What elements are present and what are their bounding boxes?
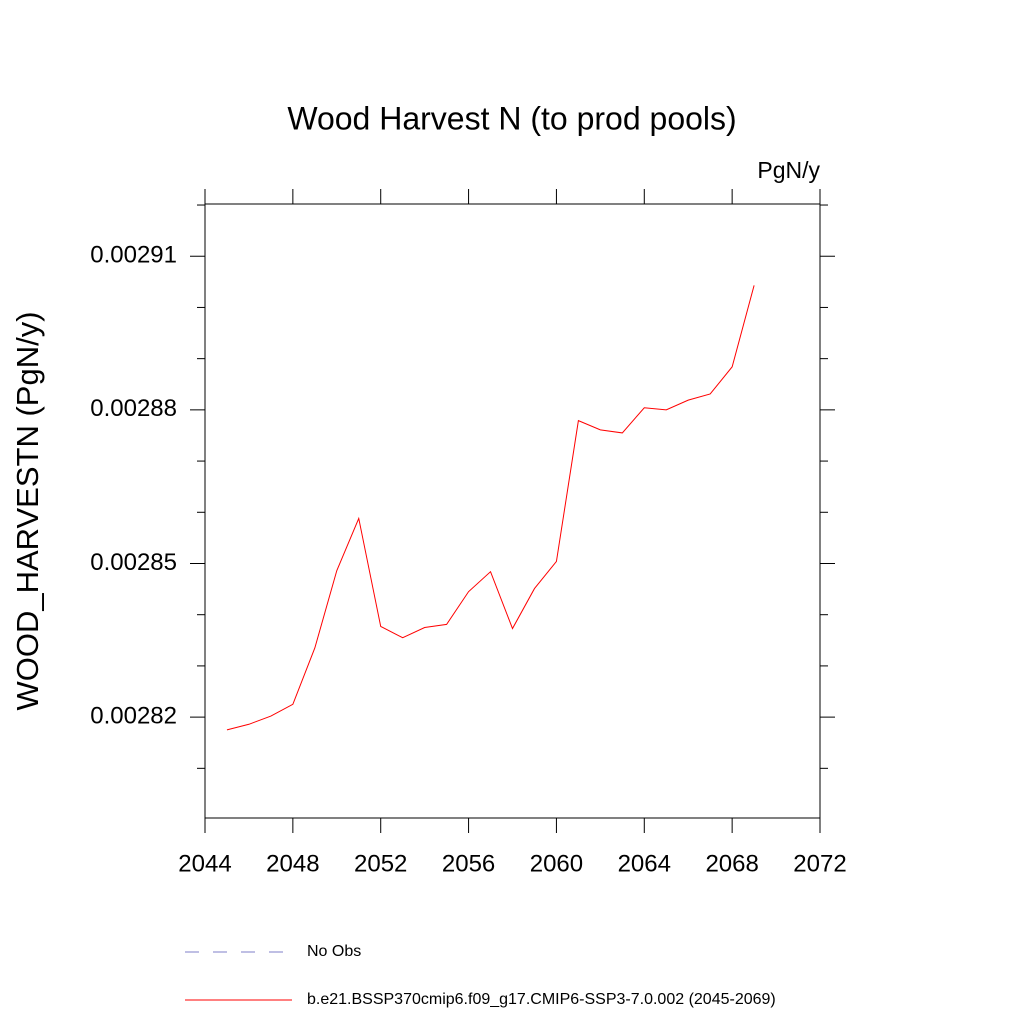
chart-title: Wood Harvest N (to prod pools) bbox=[287, 100, 736, 136]
x-tick-label: 2044 bbox=[178, 850, 231, 877]
y-tick-label: 0.00285 bbox=[90, 549, 177, 576]
legend-label: No Obs bbox=[307, 943, 361, 960]
x-tick-label: 2048 bbox=[266, 850, 319, 877]
y-tick-label: 0.00291 bbox=[90, 242, 177, 269]
y-tick-label: 0.00282 bbox=[90, 702, 177, 729]
x-tick-label: 2064 bbox=[618, 850, 671, 877]
y-axis-label: WOOD_HARVESTN (PgN/y) bbox=[10, 311, 45, 710]
plot-frame bbox=[204, 203, 821, 819]
y-tick-label: 0.00288 bbox=[90, 395, 177, 422]
x-tick-label: 2060 bbox=[530, 850, 583, 877]
units-label: PgN/y bbox=[757, 157, 820, 183]
data-line bbox=[226, 285, 755, 731]
legend-label: b.e21.BSSP370cmip6.f09_g17.CMIP6-SSP3-7.… bbox=[307, 991, 776, 1008]
x-tick-label: 2056 bbox=[442, 850, 495, 877]
x-tick-label: 2072 bbox=[793, 850, 846, 877]
x-tick-label: 2068 bbox=[705, 850, 758, 877]
x-tick-label: 2052 bbox=[354, 850, 407, 877]
